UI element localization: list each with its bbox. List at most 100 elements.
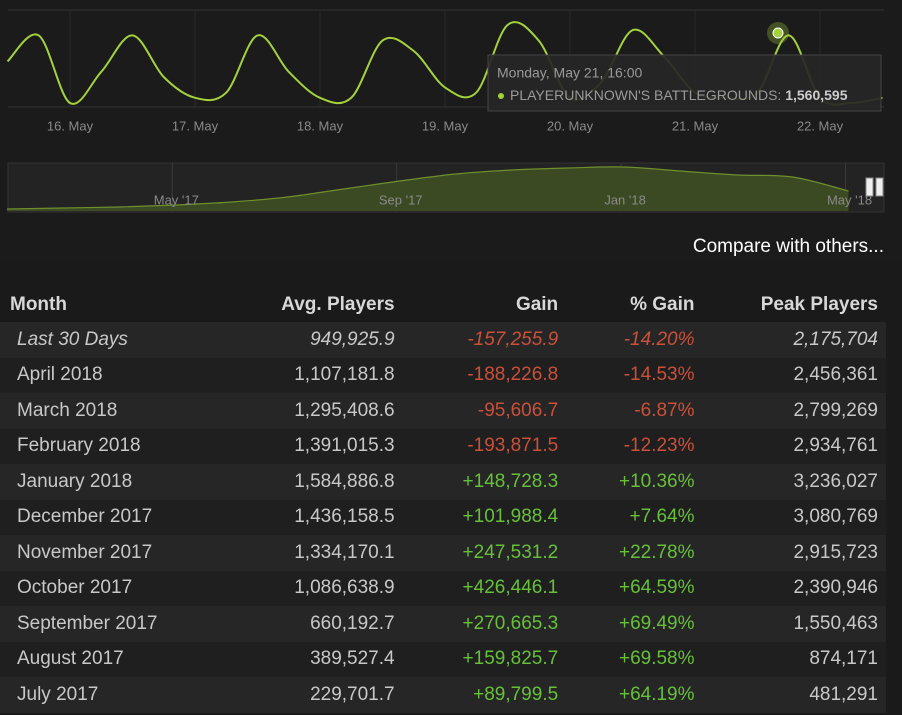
table-cell: 1,584,886.8 (294, 470, 395, 492)
x-tick-label: Sep '17 (379, 192, 423, 207)
table-cell: 2,915,723 (793, 541, 878, 563)
table-cell: 2,390,946 (793, 577, 878, 599)
table-cell: August 2017 (17, 648, 124, 670)
table-cell: +69.49% (618, 612, 695, 634)
table-cell: July 2017 (17, 683, 99, 705)
navigator-handle[interactable] (875, 177, 884, 197)
table-cell: November 2017 (17, 541, 153, 563)
compare-link[interactable]: Compare with others... (692, 236, 884, 257)
table-cell: +69.58% (618, 648, 695, 670)
tooltip: Monday, May 21, 16:00 PLAYERUNKNOWN'S BA… (487, 54, 882, 112)
table-row: Last 30 Days 949,925.9 -157,255.9 -14.20% 2,… (0, 322, 886, 358)
table-cell: Last 30 Days (17, 328, 128, 350)
tooltip-box (487, 54, 882, 112)
table-cell: -193,871.5 (467, 435, 559, 457)
area (7, 166, 849, 211)
table-cell: -157,255.9 (467, 328, 559, 350)
table-cell: -188,226.8 (467, 364, 559, 386)
table-cell: 1,107,181.8 (294, 364, 395, 386)
table-row: October 2017 1,086,638.9 +426,446.1 +64.59%… (0, 570, 886, 606)
column-header: Avg. Players (281, 293, 395, 315)
table-cell: 949,925.9 (310, 328, 395, 350)
table-cell: 1,436,158.5 (294, 506, 395, 528)
table-body: Last 30 Days 949,925.9 -157,255.9 -14.20% 2,… (0, 322, 886, 713)
table-cell: +89,799.5 (473, 683, 559, 705)
table-cell: +22.78% (618, 541, 695, 563)
x-tick-label: 20. May (547, 118, 594, 133)
table-cell: 389,527.4 (310, 648, 395, 670)
table-cell: 229,701.7 (310, 683, 395, 705)
table-cell: 2,934,761 (793, 435, 878, 457)
table-row: February 2018 1,391,015.3 -193,871.5 -12.23… (0, 428, 886, 464)
tooltip-game-name: PLAYERUNKNOWN'S BATTLEGROUNDS: (510, 87, 781, 103)
table-cell: -95,606.7 (477, 399, 559, 421)
table-cell: +426,446.1 (462, 577, 559, 599)
table-row: August 2017 389,527.4 +159,825.7 +69.58% 874… (0, 641, 886, 677)
area-line (6, 166, 849, 210)
table-cell: +64.19% (618, 683, 695, 705)
column-header: % Gain (630, 293, 695, 315)
table-row: January 2018 1,584,886.8 +148,728.3 +10.36%… (0, 464, 886, 500)
charts: 16. May 17. May 18. May 19. May 20. May 21. M… (0, 0, 902, 262)
x-tick-label: 18. May (297, 118, 344, 133)
table-cell: March 2018 (17, 399, 118, 421)
table-cell: +148,728.3 (462, 470, 559, 492)
navigator-handle[interactable] (865, 177, 874, 197)
chart-bg (0, 0, 902, 262)
table-cell: 1,086,638.9 (294, 577, 395, 599)
table-cell: 1,550,463 (793, 612, 878, 634)
table-row: November 2017 1,334,170.1 +247,531.2 +22.78… (0, 535, 886, 571)
table-cell: September 2017 (17, 612, 158, 634)
table-cell: 2,175,704 (793, 328, 878, 350)
table-cell: +64.59% (618, 577, 695, 599)
x-tick-label: May '17 (154, 192, 199, 207)
table-cell: 481,291 (809, 683, 878, 705)
table-row: March 2018 1,295,408.6 -95,606.7 -6.87% 2,79… (0, 393, 886, 429)
table-cell: April 2018 (17, 364, 103, 386)
table-cell: +270,665.3 (462, 612, 559, 634)
x-tick-label: Jan '18 (604, 192, 646, 207)
table-cell: +159,825.7 (462, 648, 559, 670)
header-row: Month Avg. Players Gain % Gain Peak Players (0, 287, 886, 322)
column-header: Month (10, 293, 67, 315)
stats-table: Month Avg. Players Gain % Gain Peak Players L… (0, 287, 886, 713)
table-cell: -6.87% (634, 399, 695, 421)
table-cell: 3,080,769 (793, 506, 878, 528)
table-cell: -14.53% (623, 364, 695, 386)
x-tick-label: 19. May (422, 118, 469, 133)
x-tick-label: 22. May (797, 118, 844, 133)
table-cell: +101,988.4 (462, 506, 559, 528)
table-cell: October 2017 (17, 577, 133, 599)
x-tick-label: 21. May (672, 118, 719, 133)
table-cell: 2,456,361 (793, 364, 878, 386)
column-header: Peak Players (760, 293, 878, 315)
table-cell: -14.20% (623, 328, 695, 350)
tooltip-dot (498, 93, 504, 99)
tooltip-date: Monday, May 21, 16:00 (497, 65, 642, 81)
x-tick-label: 16. May (47, 118, 94, 133)
table-cell: January 2018 (17, 470, 133, 492)
hover-point (772, 27, 784, 39)
table-cell: 874,171 (809, 648, 878, 670)
table-cell: 1,334,170.1 (294, 541, 395, 563)
table-cell: -12.23% (623, 435, 695, 457)
table-row: December 2017 1,436,158.5 +101,988.4 +7.64%… (0, 499, 886, 535)
table-cell: December 2017 (17, 506, 153, 528)
table-cell: +247,531.2 (462, 541, 559, 563)
table-cell: 2,799,269 (793, 399, 878, 421)
table-row: September 2017 660,192.7 +270,665.3 +69.49%… (0, 606, 886, 642)
table-cell: +7.64% (629, 506, 695, 528)
x-tick-label: May '18 (827, 192, 872, 207)
table-cell: 3,236,027 (793, 470, 878, 492)
table-cell: 1,295,408.6 (294, 399, 395, 421)
tooltip-value: 1,560,595 (785, 87, 847, 103)
tooltip-game: PLAYERUNKNOWN'S BATTLEGROUNDS: 1,560,595 (510, 87, 848, 103)
table-row: April 2018 1,107,181.8 -188,226.8 -14.53% 2,… (0, 357, 886, 393)
navigator: May '17 Sep '17 Jan '18 May '18 (6, 163, 872, 212)
column-header: Gain (515, 293, 559, 315)
table-cell: 1,391,015.3 (294, 435, 395, 457)
table-row: July 2017 229,701.7 +89,799.5 +64.19% 481,29… (0, 677, 886, 713)
table-cell: 660,192.7 (310, 612, 395, 634)
x-tick-label: 17. May (172, 118, 219, 133)
